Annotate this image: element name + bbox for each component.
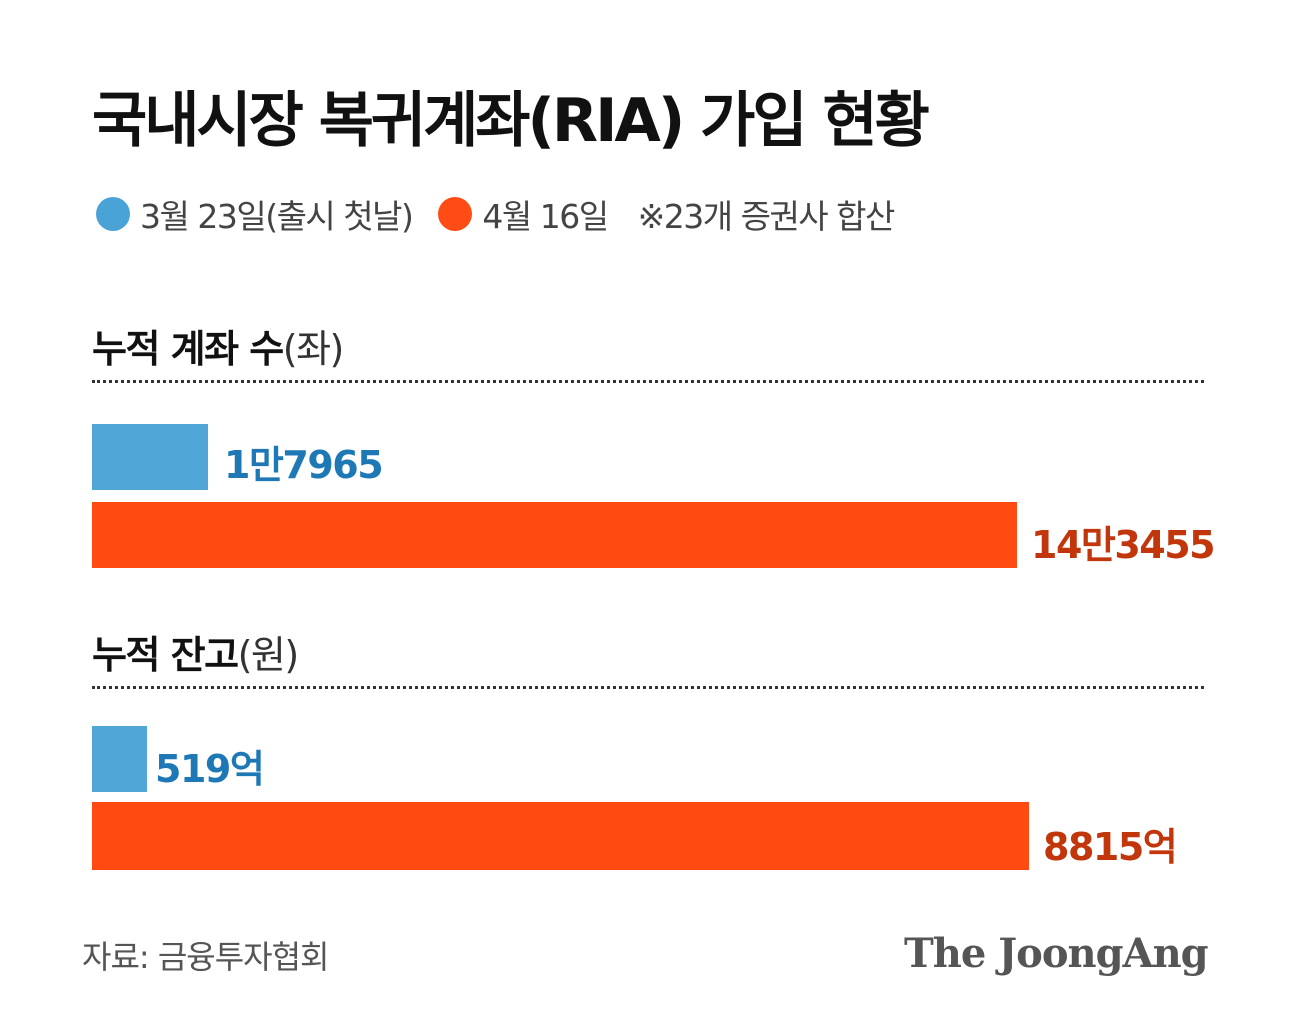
legend-label: 4월 16일 (482, 197, 609, 236)
section-unit: (원) (237, 633, 300, 677)
legend-note: ※23개 증권사 합산 (637, 197, 896, 236)
section-title-text: 누적 잔고 (92, 633, 239, 677)
data-label-accounts-april-16: 14만3455 (1031, 523, 1216, 567)
bar-balance-march-23 (92, 726, 147, 792)
publisher-logo: The JoongAng (904, 930, 1209, 977)
bar-accounts-march-23 (92, 424, 208, 490)
source-note: 자료: 금융투자협회 (82, 938, 329, 976)
data-label-accounts-march-23: 1만7965 (224, 443, 384, 487)
legend-item-april-16: 4월 16일 (438, 190, 609, 238)
bar-accounts-april-16 (92, 502, 1017, 568)
section-title-text: 누적 계좌 수 (92, 327, 284, 371)
divider (92, 380, 1204, 383)
page-title: 국내시장 복귀계좌(RIA) 가입 현황 (92, 86, 930, 156)
legend-item-march-23: 3월 23일(출시 첫날) (96, 190, 414, 238)
bar-balance-april-16 (92, 802, 1029, 870)
data-label-balance-march-23: 519억 (155, 747, 265, 791)
legend-swatch-blue (96, 197, 130, 231)
section-title-accounts: 누적 계좌 수(좌) (92, 318, 345, 373)
legend: 3월 23일(출시 첫날) 4월 16일 ※23개 증권사 합산 (96, 190, 896, 238)
divider (92, 686, 1204, 689)
section-title-balance: 누적 잔고(원) (92, 624, 300, 679)
legend-swatch-orange (438, 197, 473, 231)
section-unit: (좌) (282, 327, 345, 371)
legend-label: 3월 23일(출시 첫날) (140, 197, 414, 236)
data-label-balance-april-16: 8815억 (1043, 825, 1178, 869)
